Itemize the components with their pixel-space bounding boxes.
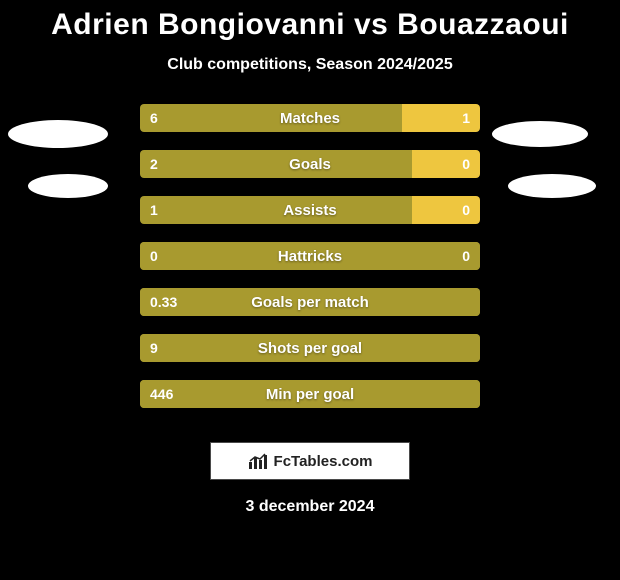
subtitle: Club competitions, Season 2024/2025 [0, 56, 620, 74]
chart-icon [248, 452, 270, 470]
attribution-text: FcTables.com [274, 453, 373, 470]
stat-bar-left [140, 150, 412, 178]
stat-bar-left [140, 242, 480, 270]
stat-row: 61Matches [140, 104, 480, 132]
stat-row: 20Goals [140, 150, 480, 178]
stat-row: 446Min per goal [140, 380, 480, 408]
stat-bar-left [140, 380, 480, 408]
date-text: 3 december 2024 [0, 498, 620, 516]
bars-container: 61Matches 20Goals 10Assists 00Hattricks 0.33… [140, 104, 480, 426]
stat-row: 00Hattricks [140, 242, 480, 270]
stat-bar-left [140, 334, 480, 362]
stat-bar-right [412, 196, 480, 224]
stat-row: 10Assists [140, 196, 480, 224]
stat-row: 0.33Goals per match [140, 288, 480, 316]
stat-bar-left [140, 104, 402, 132]
page-title: Adrien Bongiovanni vs Bouazzaoui [0, 0, 620, 42]
decorative-ellipse [28, 174, 108, 198]
stat-bar-right [402, 104, 480, 132]
stat-bar-right [412, 150, 480, 178]
decorative-ellipse [492, 121, 588, 147]
comparison-chart: 61Matches 20Goals 10Assists 00Hattricks 0.33… [0, 104, 620, 424]
attribution-badge[interactable]: FcTables.com [210, 442, 410, 480]
decorative-ellipse [8, 120, 108, 148]
stat-bar-left [140, 288, 480, 316]
decorative-ellipse [508, 174, 596, 198]
stat-row: 9Shots per goal [140, 334, 480, 362]
stat-bar-left [140, 196, 412, 224]
